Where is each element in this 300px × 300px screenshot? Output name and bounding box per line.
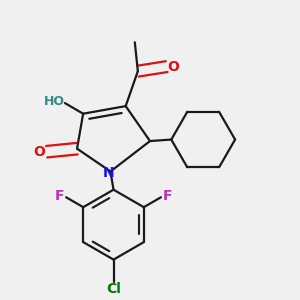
Text: N: N	[103, 166, 115, 180]
Text: O: O	[33, 145, 45, 159]
Text: O: O	[167, 60, 179, 74]
Text: F: F	[163, 189, 172, 203]
Text: HO: HO	[44, 95, 65, 108]
Text: F: F	[55, 189, 64, 203]
Text: Cl: Cl	[106, 282, 121, 296]
